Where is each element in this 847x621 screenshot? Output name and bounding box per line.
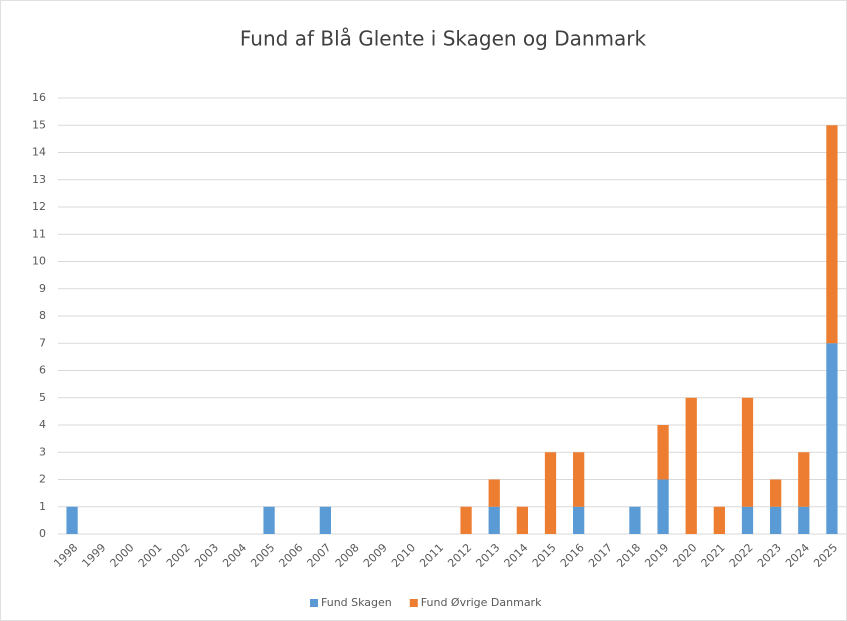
y-tick-label: 9 (39, 282, 46, 295)
bar-segment (516, 506, 528, 534)
bar-segment (573, 452, 585, 507)
bar-segment (460, 506, 472, 534)
bar-segment (544, 452, 557, 534)
bar-segment (263, 506, 275, 534)
bar-segment (798, 452, 810, 507)
y-tick-label: 13 (32, 173, 46, 186)
y-tick-label: 3 (39, 445, 46, 458)
legend-label: Fund Skagen (321, 596, 392, 609)
bar-segment (770, 479, 782, 507)
y-tick-label: 7 (39, 336, 46, 349)
chart-title: Fund af Blå Glente i Skagen og Danmark (240, 27, 647, 51)
legend-label: Fund Øvrige Danmark (421, 596, 542, 609)
y-tick-label: 2 (39, 473, 46, 486)
bar-segment (770, 506, 782, 534)
bar-segment (488, 479, 500, 507)
legend-swatch (409, 599, 418, 607)
bar-segment (713, 506, 725, 534)
bar-segment (685, 397, 697, 534)
legend-swatch (310, 599, 318, 607)
y-tick-label: 6 (39, 364, 46, 377)
y-tick-label: 12 (32, 200, 46, 213)
bar-segment (826, 125, 838, 344)
y-tick-label: 8 (39, 309, 46, 322)
y-tick-label: 1 (39, 500, 46, 513)
bar-segment (741, 397, 754, 507)
y-tick-label: 14 (32, 146, 46, 159)
bar-segment (798, 506, 810, 534)
bar-segment (66, 506, 78, 534)
y-tick-label: 5 (39, 391, 46, 404)
bar-segment (488, 506, 500, 534)
bar-segment (741, 506, 754, 534)
bar-segment (657, 479, 669, 534)
y-tick-label: 11 (32, 227, 46, 240)
y-tick-label: 16 (32, 91, 46, 104)
y-tick-label: 10 (32, 255, 46, 268)
bar-segment (657, 425, 669, 480)
bar-segment (826, 343, 838, 534)
bar-segment (629, 506, 641, 534)
y-tick-label: 15 (32, 118, 46, 131)
bar-segment (573, 506, 585, 534)
bar-segment (319, 506, 331, 534)
y-tick-label: 4 (39, 418, 46, 431)
y-tick-label: 0 (39, 527, 46, 540)
